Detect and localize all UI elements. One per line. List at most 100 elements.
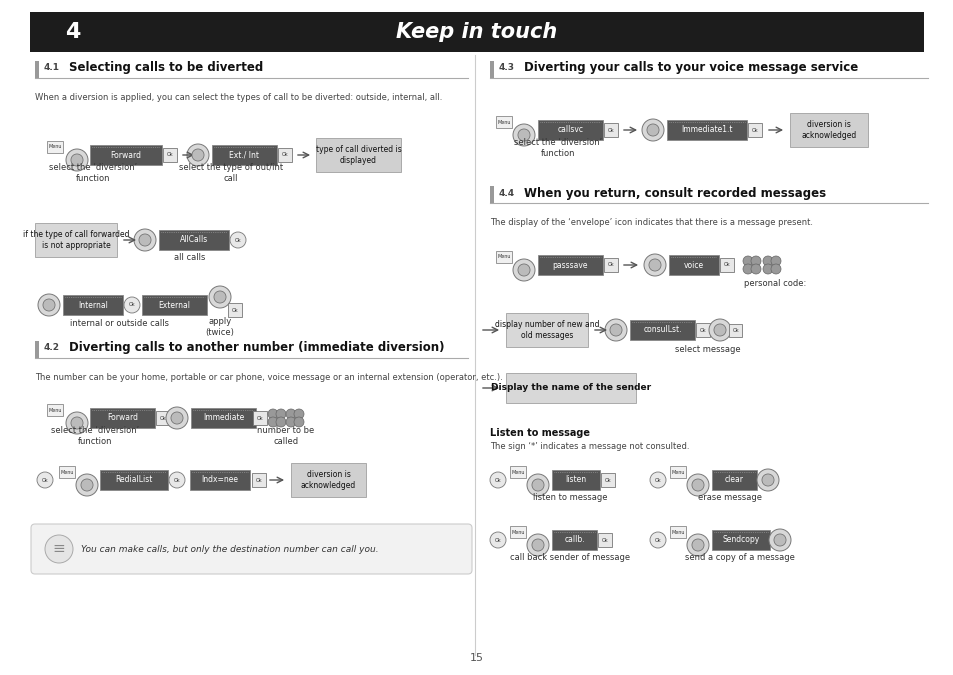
- Text: Immediate1.t: Immediate1.t: [680, 126, 732, 134]
- Text: Ok: Ok: [723, 263, 730, 267]
- Text: The sign ‘*’ indicates a message not consulted.: The sign ‘*’ indicates a message not con…: [490, 442, 689, 451]
- Text: Ok: Ok: [751, 128, 758, 132]
- Circle shape: [517, 129, 530, 141]
- Circle shape: [275, 417, 286, 427]
- Circle shape: [526, 474, 548, 496]
- Circle shape: [213, 291, 226, 303]
- Bar: [490, 186, 494, 204]
- Circle shape: [66, 412, 88, 434]
- Text: Ok: Ok: [604, 477, 611, 483]
- Bar: [277, 148, 292, 162]
- Circle shape: [139, 234, 151, 246]
- Text: listen to message: listen to message: [532, 493, 607, 502]
- Text: Keep in touch: Keep in touch: [395, 22, 558, 42]
- Bar: [159, 230, 229, 250]
- Circle shape: [43, 299, 55, 311]
- Bar: [600, 473, 615, 487]
- Text: number to be
called: number to be called: [257, 426, 314, 446]
- Bar: [603, 258, 618, 272]
- Circle shape: [686, 474, 708, 496]
- Text: External: External: [158, 300, 191, 310]
- Text: Ok: Ok: [654, 537, 660, 543]
- Text: Immediate: Immediate: [203, 414, 244, 423]
- Bar: [90, 145, 162, 165]
- Circle shape: [124, 297, 140, 313]
- Circle shape: [532, 479, 543, 491]
- Circle shape: [649, 532, 665, 548]
- Circle shape: [768, 529, 790, 551]
- Bar: [505, 313, 587, 347]
- Text: Internal: Internal: [78, 300, 108, 310]
- Circle shape: [750, 256, 760, 266]
- Text: listen: listen: [565, 475, 586, 485]
- Circle shape: [648, 259, 660, 271]
- Circle shape: [770, 256, 781, 266]
- Circle shape: [45, 535, 73, 563]
- Circle shape: [71, 417, 83, 429]
- Text: The number can be your home, portable or car phone, voice message or an internal: The number can be your home, portable or…: [35, 373, 502, 382]
- Text: Ok: Ok: [601, 537, 608, 543]
- Bar: [90, 408, 154, 428]
- Bar: [212, 145, 276, 165]
- Circle shape: [609, 324, 621, 336]
- Text: 15: 15: [470, 653, 483, 663]
- Bar: [666, 120, 746, 140]
- Text: Ok: Ok: [255, 477, 262, 483]
- Bar: [505, 373, 636, 403]
- Text: 4: 4: [65, 22, 80, 42]
- Circle shape: [513, 259, 535, 281]
- Bar: [291, 463, 366, 497]
- Text: erase message: erase message: [698, 493, 761, 502]
- Bar: [190, 470, 250, 490]
- Text: apply
(twice): apply (twice): [205, 317, 234, 337]
- Bar: [729, 323, 741, 337]
- Circle shape: [517, 264, 530, 276]
- Circle shape: [192, 149, 204, 161]
- Circle shape: [37, 472, 53, 488]
- Text: select the ‘diversion’
function: select the ‘diversion’ function: [51, 426, 139, 446]
- Bar: [163, 148, 177, 162]
- Circle shape: [762, 256, 772, 266]
- Circle shape: [187, 144, 209, 166]
- Bar: [59, 466, 74, 478]
- Bar: [48, 404, 63, 416]
- Circle shape: [742, 264, 752, 274]
- Circle shape: [209, 286, 231, 308]
- Bar: [315, 138, 400, 172]
- Bar: [603, 123, 618, 137]
- Text: select the type of out/int
call: select the type of out/int call: [179, 163, 283, 183]
- Circle shape: [604, 319, 626, 341]
- Text: Sendcopy: Sendcopy: [721, 535, 759, 545]
- Text: Ok: Ok: [173, 477, 180, 483]
- Text: Ok: Ok: [607, 263, 614, 267]
- Text: Indx=nee: Indx=nee: [201, 475, 238, 485]
- Bar: [48, 141, 63, 153]
- Text: Diverting calls to another number (immediate diversion): Diverting calls to another number (immed…: [69, 342, 444, 354]
- Bar: [30, 12, 923, 52]
- Circle shape: [286, 417, 295, 427]
- Circle shape: [66, 149, 88, 171]
- Text: You can make calls, but only the destination number can call you.: You can make calls, but only the destina…: [81, 545, 378, 554]
- Text: call back sender of message: call back sender of message: [510, 554, 629, 562]
- Text: 4.1: 4.1: [44, 63, 60, 72]
- Bar: [696, 323, 709, 337]
- Text: Menu: Menu: [60, 470, 73, 475]
- Bar: [711, 530, 769, 550]
- Bar: [510, 466, 525, 478]
- Text: select the ‘diversion’
function: select the ‘diversion’ function: [514, 138, 601, 158]
- Circle shape: [773, 534, 785, 546]
- Bar: [496, 251, 511, 263]
- Circle shape: [133, 229, 156, 251]
- Text: Selecting calls to be diverted: Selecting calls to be diverted: [69, 61, 263, 74]
- Bar: [720, 258, 733, 272]
- Text: Ok: Ok: [732, 327, 739, 333]
- Circle shape: [713, 324, 725, 336]
- Text: internal or outside calls: internal or outside calls: [71, 319, 170, 327]
- Text: Ok: Ok: [607, 128, 614, 132]
- Circle shape: [166, 407, 188, 429]
- Circle shape: [81, 479, 93, 491]
- Text: Ok: Ok: [42, 477, 49, 483]
- Bar: [510, 526, 525, 537]
- Circle shape: [526, 534, 548, 556]
- Text: Diverting your calls to your voice message service: Diverting your calls to your voice messa…: [523, 61, 858, 74]
